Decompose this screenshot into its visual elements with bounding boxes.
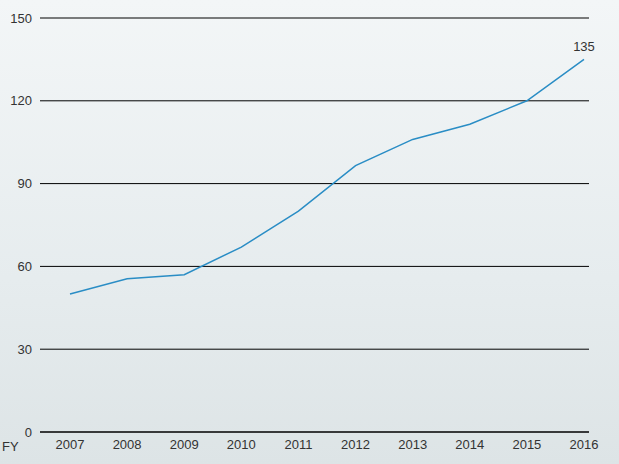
- svg-text:2007: 2007: [56, 437, 85, 452]
- svg-text:30: 30: [18, 342, 32, 357]
- svg-text:2009: 2009: [170, 437, 199, 452]
- svg-text:135: 135: [573, 39, 595, 54]
- svg-text:2008: 2008: [113, 437, 142, 452]
- svg-text:150: 150: [10, 11, 32, 26]
- svg-text:2014: 2014: [455, 437, 484, 452]
- svg-text:2012: 2012: [341, 437, 370, 452]
- svg-text:90: 90: [18, 176, 32, 191]
- svg-text:2013: 2013: [398, 437, 427, 452]
- svg-text:2010: 2010: [227, 437, 256, 452]
- svg-text:2016: 2016: [570, 437, 599, 452]
- svg-text:2011: 2011: [284, 437, 312, 452]
- svg-text:2015: 2015: [512, 437, 541, 452]
- svg-text:FY: FY: [2, 439, 19, 454]
- svg-text:120: 120: [10, 93, 32, 108]
- svg-text:0: 0: [25, 425, 32, 440]
- svg-text:60: 60: [18, 259, 32, 274]
